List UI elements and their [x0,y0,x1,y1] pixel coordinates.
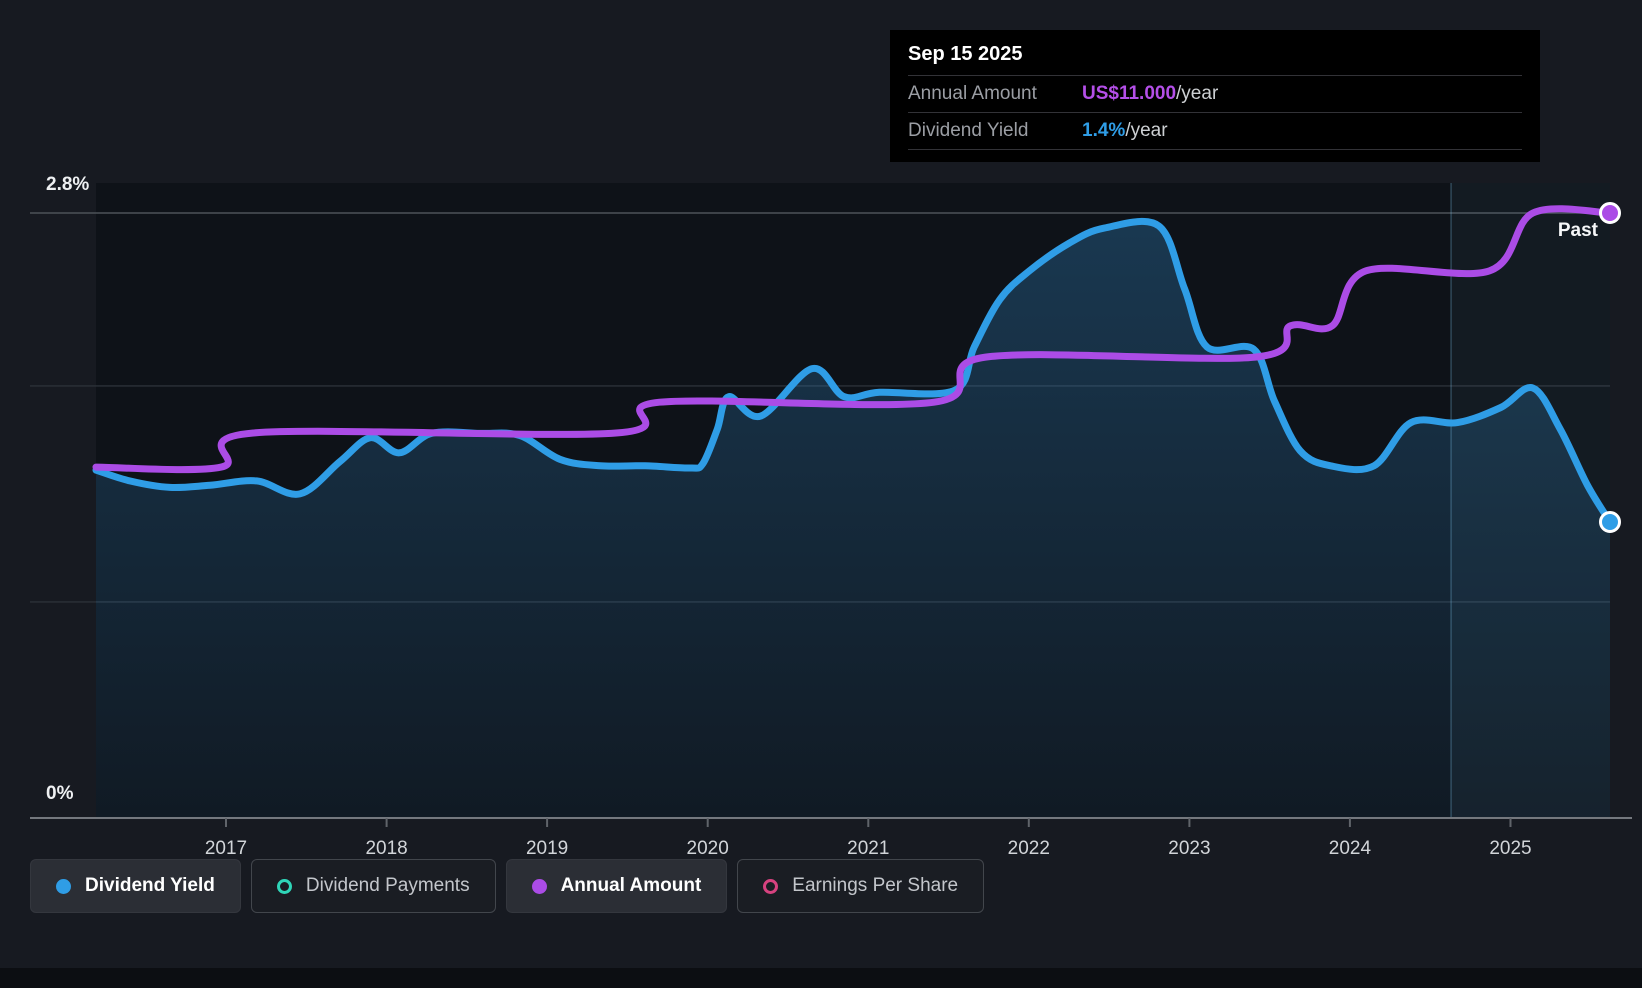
x-tick-label: 2017 [205,838,247,859]
x-tick-label: 2018 [365,838,407,859]
dividend-yield-marker-icon [56,878,71,894]
tooltip-value-group: US$11.000/year [1082,83,1218,105]
legend-button-dividend-yield[interactable]: Dividend Yield [30,859,241,913]
tooltip-label: Dividend Yield [908,120,1029,141]
legend-label: Earnings Per Share [792,875,959,896]
tooltip: Sep 15 2025 Annual Amount US$11.000/year… [890,30,1540,162]
legend-button-earnings-per-share[interactable]: Earnings Per Share [737,859,985,913]
tooltip-row-dividend-yield: Dividend Yield 1.4%/year [908,112,1522,150]
annual-amount-marker-icon [531,878,547,894]
tooltip-suffix: /year [1125,120,1168,141]
tooltip-value: 1.4% [1082,120,1126,141]
x-tick-label: 2021 [847,838,889,859]
legend-label: Annual Amount [560,875,702,896]
tooltip-label: Annual Amount [908,83,1037,104]
dividend-yield-area [96,221,1610,819]
tooltip-value: US$11.000 [1082,83,1177,104]
x-tick-label: 2019 [526,838,568,859]
annual-amount-endpoint-marker [1599,202,1621,224]
past-label: Past [1557,220,1598,241]
annual-amount-line [92,205,1614,474]
tooltip-value-group: 1.4%/year [1082,120,1168,142]
y-axis-label-min: 0% [46,783,74,804]
tooltip-date: Sep 15 2025 [908,43,1023,65]
x-tick-label: 2020 [687,838,729,859]
highlight-band [1451,183,1610,818]
tooltip-row-annual-amount: Annual Amount US$11.000/year [908,75,1522,112]
dividend-yield-line [92,217,1614,526]
dividend-yield-endpoint-marker [1599,510,1621,533]
earnings-per-share-marker-icon [763,878,779,894]
legend-label: Dividend Payments [305,875,470,896]
tooltip-suffix: /year [1176,83,1219,104]
legend-button-annual-amount[interactable]: Annual Amount [505,859,728,913]
x-tick-label: 2023 [1168,838,1210,859]
y-axis-label-max: 2.8% [46,174,90,195]
x-tick-label: 2022 [1008,838,1050,859]
bottom-strip [0,968,1642,988]
x-tick-label: 2025 [1489,838,1531,859]
legend-button-dividend-payments[interactable]: Dividend Payments [250,859,496,913]
dividend-payments-marker-icon [276,878,292,894]
legend-label: Dividend Yield [85,875,215,896]
legend: Dividend Yield Dividend Payments Annual Am… [30,859,985,913]
x-tick-label: 2024 [1329,838,1372,859]
